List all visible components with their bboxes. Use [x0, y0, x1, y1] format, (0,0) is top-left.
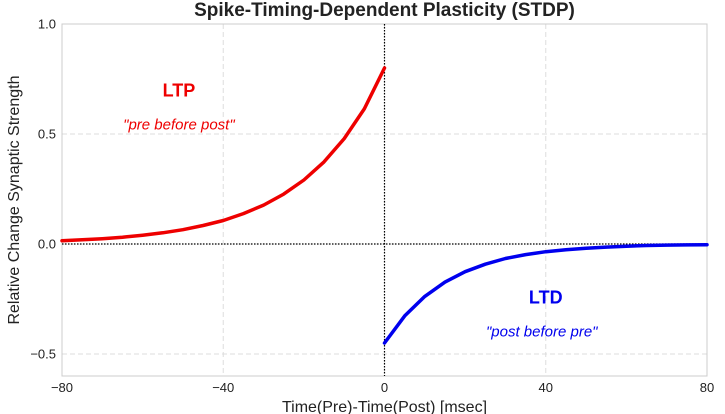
annotation-caption: "pre before post" — [123, 117, 235, 134]
y-tick-label: −0.5 — [30, 347, 56, 362]
y-tick-label: 1.0 — [38, 17, 56, 32]
x-tick-label: 0 — [381, 380, 388, 395]
grid-lines — [61, 23, 708, 376]
tick-labels: −80 −40 0 40 80 −0.5 0.0 0.5 1.0 — [30, 17, 714, 396]
y-axis-label: Relative Change Synaptic Strength — [6, 75, 23, 324]
x-tick-label: −80 — [51, 380, 73, 395]
y-tick-label: 0.5 — [38, 127, 56, 142]
x-tick-label: −40 — [212, 380, 234, 395]
chart-title: Spike-Timing-Dependent Plasticity (STDP) — [194, 0, 575, 21]
annotation-label: LTD — [529, 287, 563, 307]
series-lines — [60, 66, 709, 345]
annotation-caption: "post before pre" — [486, 323, 598, 340]
y-tick-label: 0.0 — [38, 237, 56, 252]
x-tick-label: 80 — [700, 380, 714, 395]
ltd-curve — [382, 242, 709, 345]
annotation-label: LTP — [163, 81, 196, 101]
x-tick-label: 40 — [539, 380, 553, 395]
ltp-curve — [60, 66, 387, 243]
x-axis-label: Time(Pre)-Time(Post) [msec] — [282, 399, 487, 414]
annotations: LTP "pre before post" LTD "post before pre" — [123, 81, 598, 341]
reference-lines — [62, 24, 707, 376]
